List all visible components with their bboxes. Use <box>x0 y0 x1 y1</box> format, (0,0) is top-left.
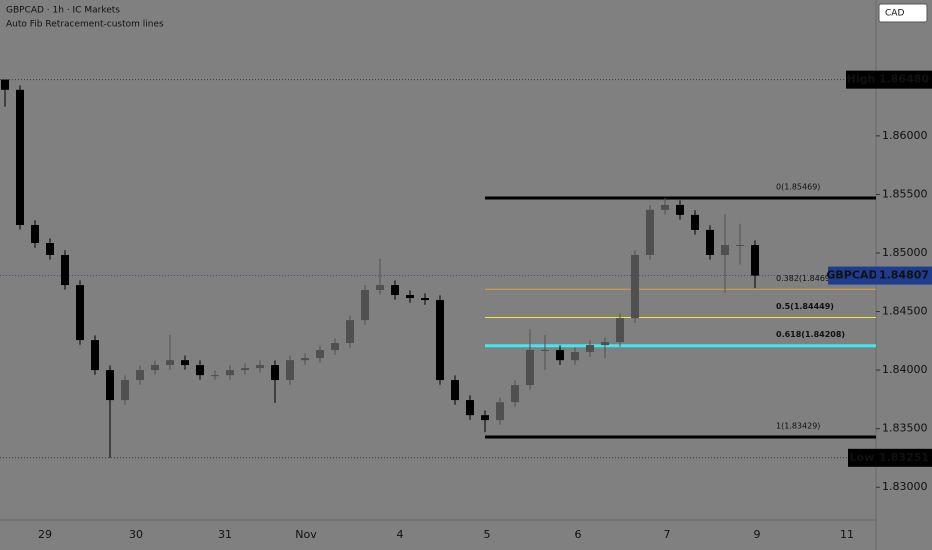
high-name-box <box>846 70 876 89</box>
currency-button[interactable] <box>878 3 928 23</box>
candle-body <box>736 245 744 247</box>
candle-body <box>676 204 684 215</box>
candle-body <box>361 289 369 321</box>
y-tick-label: 1.83000 <box>882 480 928 493</box>
fib-label: 1(1.83429) <box>776 421 820 430</box>
candle-body <box>646 209 654 255</box>
x-tick-label: 4 <box>397 528 404 541</box>
candle-body <box>91 340 99 371</box>
candle-body <box>331 343 339 351</box>
candle-body <box>271 365 279 381</box>
low-name-box <box>848 448 876 467</box>
x-tick-label: 5 <box>484 528 491 541</box>
plot: 1.83000 1.83500 1.84000 1.84500 1.85000 1.855… <box>0 79 928 541</box>
candle-body <box>481 415 489 421</box>
low-name: Low <box>850 451 875 464</box>
candle-body <box>301 358 309 361</box>
candle-body <box>166 360 174 366</box>
last-value-box <box>876 266 932 285</box>
x-tick-label: 7 <box>664 528 671 541</box>
last-name-box <box>828 266 876 285</box>
fib-label: 0.382(1.84690) <box>776 274 838 283</box>
y-tick-label: 1.83500 <box>882 422 928 435</box>
x-tick-label: Nov <box>295 528 317 541</box>
candle-body <box>706 229 714 255</box>
candle-body <box>76 285 84 341</box>
candle-body <box>406 295 414 299</box>
last-value: 1.84807 <box>879 269 929 282</box>
candle-body <box>136 370 144 381</box>
fib-label: 0.5(1.84449) <box>776 302 834 311</box>
candle-body <box>256 365 264 369</box>
x-tick-label: 31 <box>218 528 232 541</box>
candle-body <box>16 89 24 225</box>
candle-body <box>556 350 564 361</box>
fib-label: 0(1.85469) <box>776 183 820 192</box>
candle-body <box>451 380 459 401</box>
x-tick-label: 29 <box>38 528 52 541</box>
y-tick-label: 1.84500 <box>882 305 928 318</box>
indicator-name: Auto Fib Retracement-custom lines <box>6 20 164 30</box>
low-value-box <box>876 448 932 467</box>
candle-body <box>316 350 324 359</box>
candle-body <box>46 243 54 255</box>
candle-body <box>1 79 9 90</box>
candle-body <box>436 300 444 381</box>
y-tick-label: 1.85000 <box>882 246 928 259</box>
candle-body <box>376 285 384 290</box>
y-tick-label: 1.86000 <box>882 129 928 142</box>
candle-body <box>616 318 624 343</box>
last-name: GBPCAD <box>826 269 877 282</box>
high-value: 1.86480 <box>879 73 929 86</box>
y-tick-label: 1.85500 <box>882 187 928 200</box>
y-tick-label: 1.84000 <box>882 363 928 376</box>
candle-body <box>286 360 294 381</box>
candle-body <box>31 224 39 244</box>
candle-body <box>541 350 549 352</box>
candle-body <box>241 368 249 371</box>
high-name: High <box>847 73 876 86</box>
candle-body <box>691 214 699 230</box>
candle-body <box>121 380 129 401</box>
chart-title: GBPCAD · 1h · IC Markets <box>6 6 120 16</box>
candle-body <box>421 298 429 301</box>
candle-body <box>466 400 474 416</box>
candle-body <box>721 245 729 255</box>
fib-label: 0.618(1.84208) <box>776 330 845 339</box>
candle-body <box>571 352 579 361</box>
candle-body <box>751 245 759 276</box>
low-value: 1.83251 <box>879 451 929 464</box>
candle-body <box>181 360 189 366</box>
currency-label[interactable]: CAD <box>885 9 904 19</box>
x-tick-label: 9 <box>754 528 761 541</box>
candle-body <box>631 254 639 319</box>
candle-body <box>601 342 609 346</box>
candle-body <box>61 254 69 286</box>
candle-body <box>196 365 204 376</box>
candle-body <box>346 320 354 344</box>
candle-body <box>106 370 114 401</box>
x-tick-label: 30 <box>129 528 143 541</box>
x-tick-label: 6 <box>575 528 582 541</box>
candle-body <box>511 385 519 403</box>
candle-body <box>211 375 219 377</box>
candle-body <box>526 350 534 386</box>
high-value-box <box>876 70 932 89</box>
candle-body <box>151 365 159 371</box>
x-tick-label: 11 <box>840 528 854 541</box>
candle-body <box>496 402 504 421</box>
candle-body <box>661 204 669 210</box>
candle-body <box>586 345 594 353</box>
candle-body <box>391 285 399 296</box>
candle-body <box>226 370 234 376</box>
